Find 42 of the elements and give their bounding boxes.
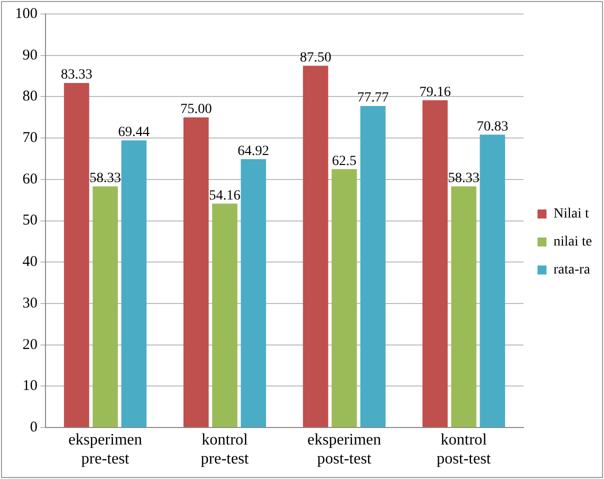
y-tick-label: 50 bbox=[22, 212, 38, 229]
y-tick-label: 90 bbox=[22, 47, 38, 64]
bar bbox=[212, 204, 238, 428]
bar bbox=[183, 117, 209, 428]
data-label: 77.77 bbox=[357, 90, 389, 106]
y-tick-label: 80 bbox=[22, 88, 38, 105]
bar bbox=[360, 106, 386, 428]
bar bbox=[240, 159, 266, 428]
bar bbox=[332, 169, 357, 428]
data-label: 83.33 bbox=[60, 68, 92, 83]
data-label: 64.92 bbox=[238, 144, 270, 159]
data-label: 54.16 bbox=[209, 188, 241, 204]
data-label: 62.5 bbox=[332, 154, 357, 169]
bar bbox=[451, 186, 476, 428]
data-label: 79.16 bbox=[419, 84, 451, 100]
y-tick-label: 60 bbox=[22, 171, 38, 188]
y-tick-label: 70 bbox=[22, 130, 38, 146]
y-tick-label: 40 bbox=[22, 254, 38, 270]
legend-label: Nilai t bbox=[554, 206, 590, 222]
bar bbox=[480, 134, 506, 428]
y-tick-label: 0 bbox=[30, 420, 38, 436]
data-label: 75.00 bbox=[180, 102, 212, 118]
x-tick-label: eksperimen pre-test bbox=[68, 431, 142, 468]
bar bbox=[64, 82, 90, 428]
y-tick-label: 10 bbox=[22, 378, 38, 394]
data-label: 69.44 bbox=[118, 125, 150, 140]
y-tick-label: 20 bbox=[22, 336, 38, 353]
legend-label: nilai te bbox=[554, 234, 592, 250]
y-tick-label: 30 bbox=[22, 295, 38, 312]
x-tick-label: eksperimen post-test bbox=[307, 431, 382, 468]
bar bbox=[302, 66, 328, 428]
legend-label: rata-ra bbox=[554, 262, 591, 278]
data-label: 58.33 bbox=[448, 171, 480, 186]
bar bbox=[422, 100, 448, 428]
data-label: 87.50 bbox=[300, 50, 332, 66]
bar bbox=[92, 186, 118, 428]
x-tick-label: kontrol post-test bbox=[436, 431, 492, 468]
x-tick-label: kontrol pre-test bbox=[200, 431, 250, 468]
data-label: 70.83 bbox=[476, 119, 508, 134]
bar bbox=[121, 140, 147, 428]
data-label: 58.33 bbox=[90, 171, 121, 186]
y-tick-label: 100 bbox=[15, 6, 38, 22]
